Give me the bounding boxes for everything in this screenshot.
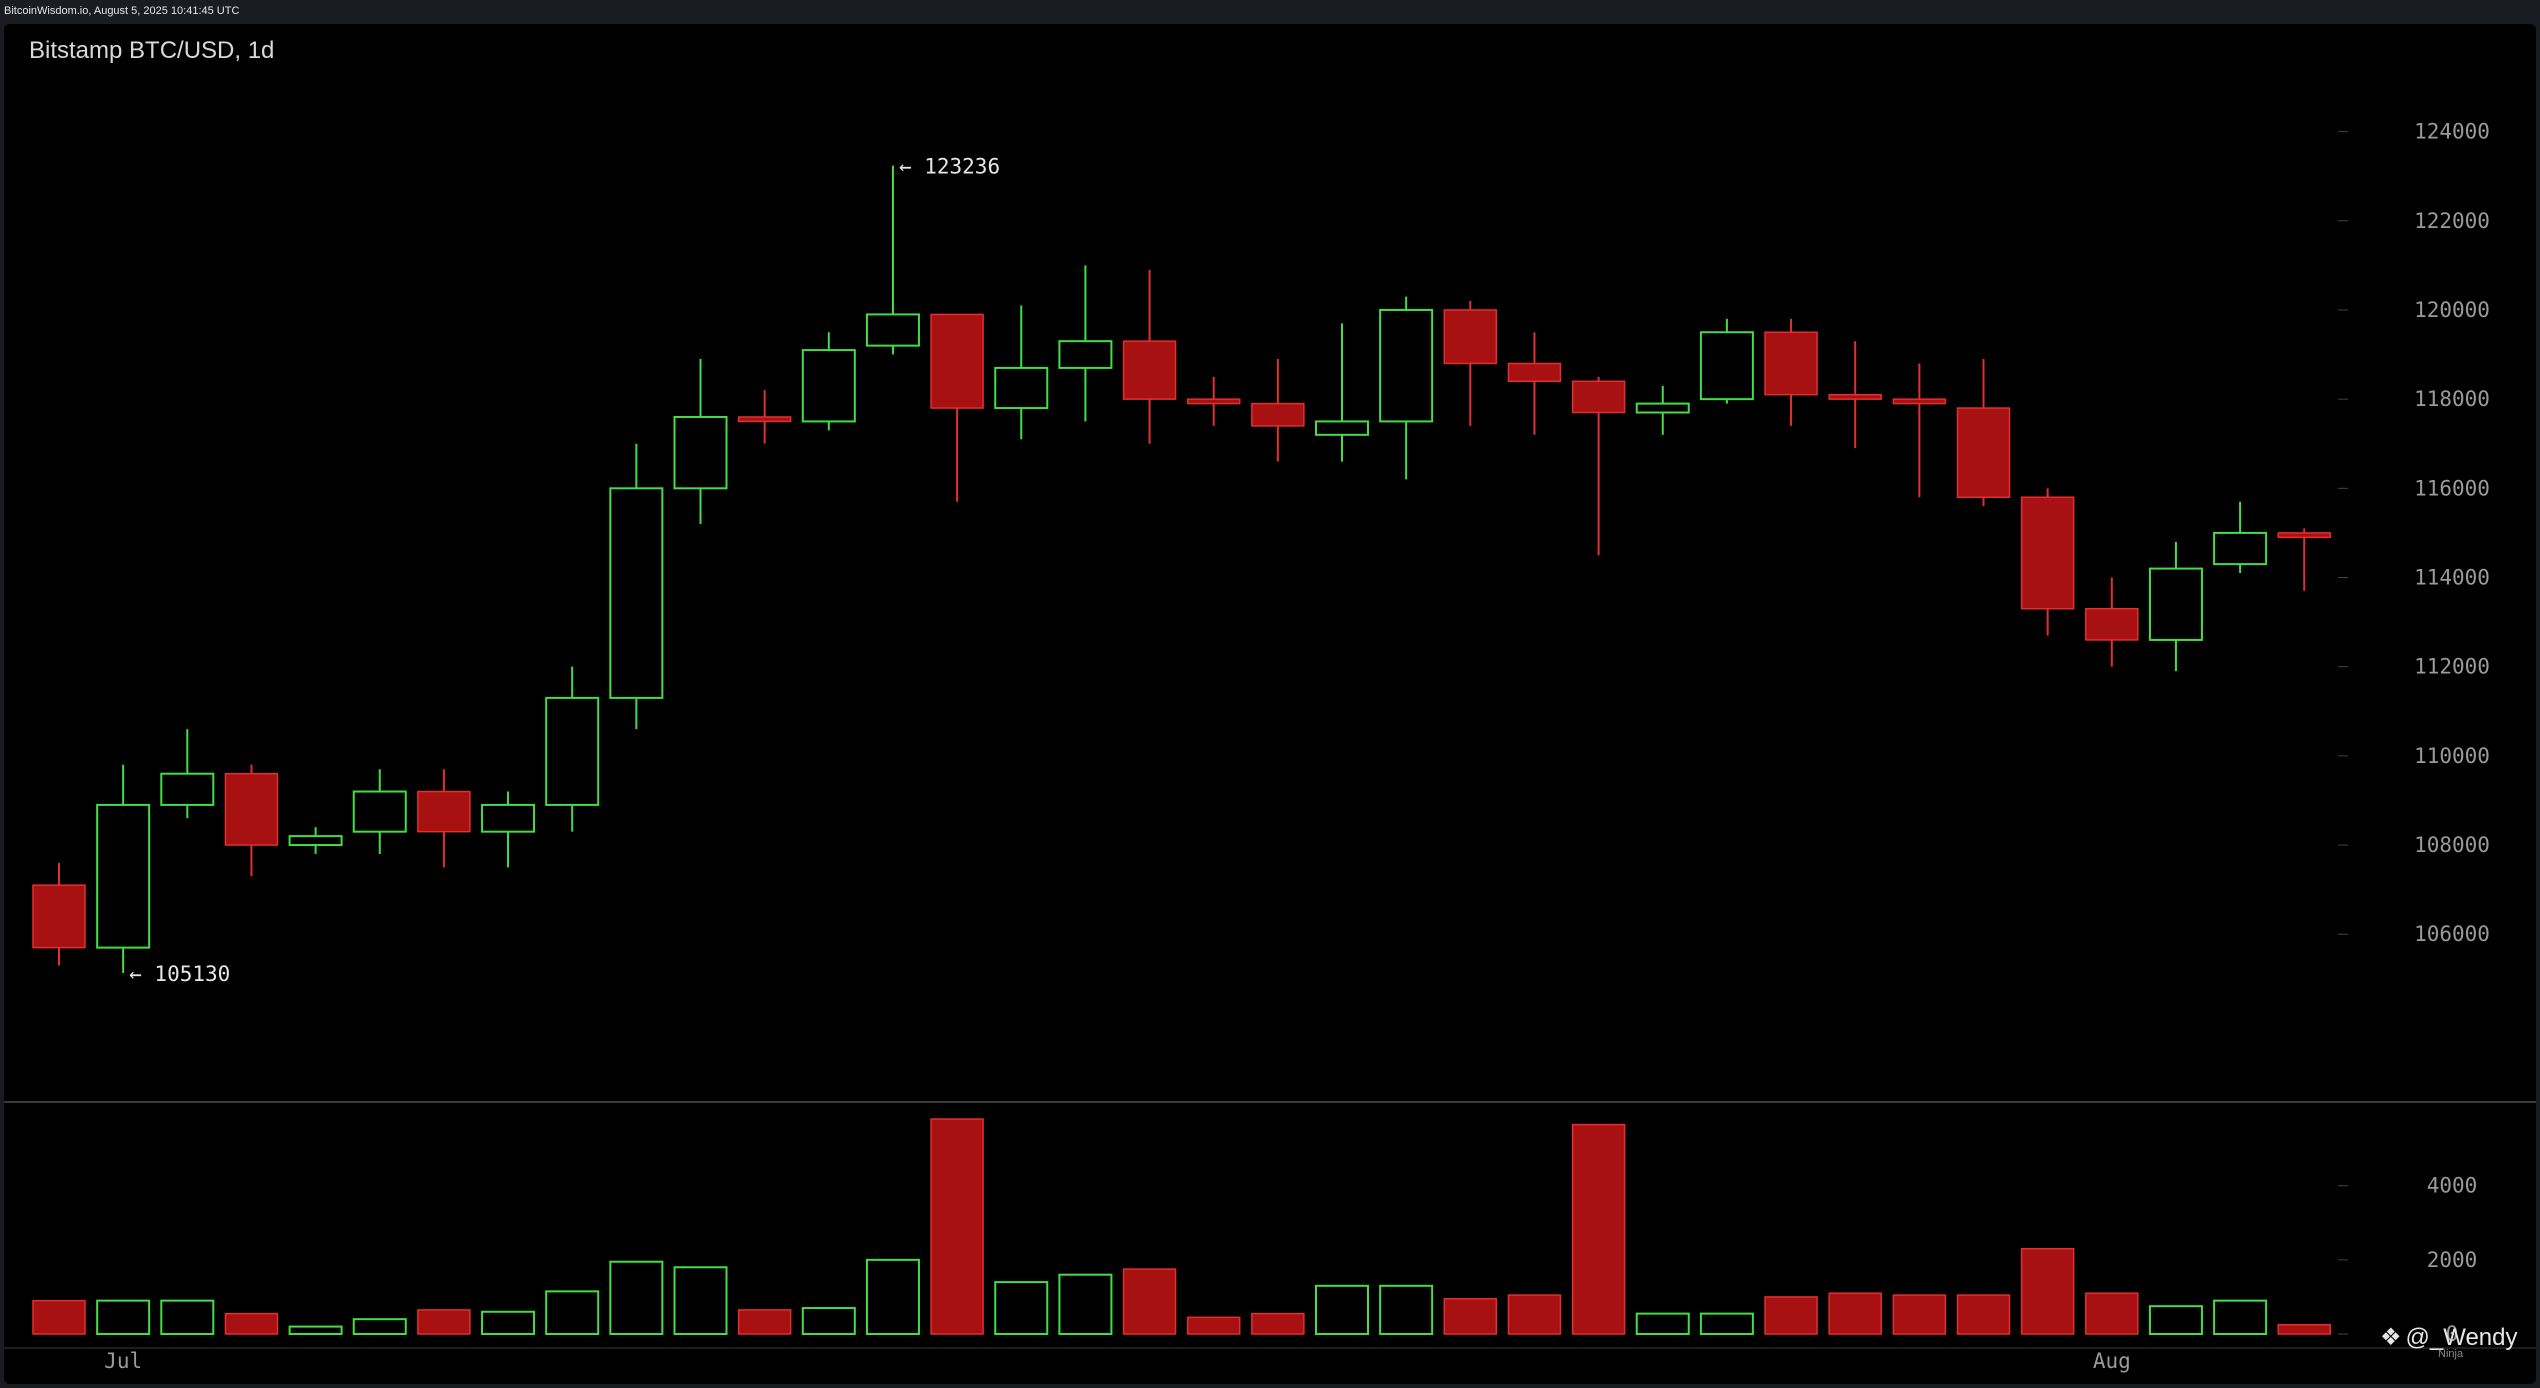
volume-bar-up xyxy=(609,1260,664,1336)
candle-body-up xyxy=(352,790,407,833)
candle-body-down xyxy=(1251,402,1305,427)
candle-body-up xyxy=(160,772,215,806)
candle-body-down xyxy=(2085,607,2139,641)
price-axis-label: 120000 xyxy=(2414,298,2490,322)
candle-body-down xyxy=(1892,398,1947,405)
volume-bar-down xyxy=(1892,1294,1947,1335)
candle-body-down xyxy=(1956,407,2011,498)
candle-body-down xyxy=(1828,393,1882,400)
candle-body-up xyxy=(1315,420,1369,436)
volume-bar-down xyxy=(417,1309,471,1335)
watermark-subtext: Ninja xyxy=(2438,1348,2464,1360)
candle-body-down xyxy=(32,884,86,949)
volume-bar-up xyxy=(865,1258,920,1335)
time-axis-label: Jul xyxy=(104,1349,142,1373)
price-annotation: ← 105130 xyxy=(129,962,230,986)
price-axis-label: 110000 xyxy=(2414,744,2490,768)
candle-body-up xyxy=(1058,340,1113,369)
candle-body-up xyxy=(673,415,728,490)
candle-body-down xyxy=(737,416,792,423)
chart-frame[interactable]: 106000 108000 110000 112000 114000 116000 1180… xyxy=(4,24,2536,1384)
volume-bar-down xyxy=(1956,1294,2011,1335)
time-axis-label: Aug xyxy=(2093,1349,2131,1373)
volume-bar-up xyxy=(545,1290,600,1336)
volume-axis-label: 0 xyxy=(2446,1322,2459,1346)
volume-bar-down xyxy=(1122,1268,1177,1335)
price-axis-label: 108000 xyxy=(2414,833,2490,857)
watermark-text: @_Wendy xyxy=(2405,1324,2518,1351)
volume-bar-up xyxy=(1635,1312,1690,1335)
candle-body-up xyxy=(288,835,343,847)
price-annotation: ← 123236 xyxy=(899,155,1000,179)
candle-body-up xyxy=(865,313,920,347)
candle-body-up xyxy=(96,803,151,949)
volume-bar-down xyxy=(1443,1298,1498,1335)
volume-bar-down xyxy=(1251,1312,1305,1335)
candle-body-down xyxy=(1122,340,1177,400)
candle-body-down xyxy=(224,772,279,846)
volume-bar-up xyxy=(2213,1299,2268,1336)
price-axis-label: 114000 xyxy=(2414,566,2490,590)
price-axis-label: 116000 xyxy=(2414,476,2490,500)
volume-bar-down xyxy=(2277,1323,2331,1335)
volume-bar-down xyxy=(1764,1296,1818,1335)
diamond-logo-icon: ❖ xyxy=(2380,1324,2402,1351)
candle-body-up xyxy=(994,366,1049,410)
candle-body-down xyxy=(1186,398,1241,405)
volume-bar-up xyxy=(352,1318,407,1335)
volume-bar-up xyxy=(994,1281,1049,1335)
volume-bar-up xyxy=(160,1299,215,1336)
volume-bar-up xyxy=(1699,1312,1754,1335)
volume-bar-up xyxy=(1315,1284,1369,1335)
volume-bar-down xyxy=(737,1309,792,1335)
candle-body-down xyxy=(417,790,471,833)
volume-bar-down xyxy=(1186,1316,1241,1335)
volume-bar-up xyxy=(673,1266,728,1336)
price-axis-label: 124000 xyxy=(2414,120,2490,144)
volume-bar-up xyxy=(2148,1305,2203,1335)
price-axis-label: 112000 xyxy=(2414,655,2490,679)
candle-body-up xyxy=(2213,531,2268,566)
volume-bar-down xyxy=(1828,1292,1882,1335)
candle-body-up xyxy=(481,803,536,833)
chart-canvas[interactable]: 106000 108000 110000 112000 114000 116000 1180… xyxy=(4,24,2536,1384)
volume-bar-down xyxy=(224,1312,279,1335)
volume-bar-down xyxy=(1507,1294,1562,1335)
volume-bar-up xyxy=(801,1307,856,1336)
chart-title: Bitstamp BTC/USD, 1d xyxy=(29,37,275,64)
volume-bar-up xyxy=(481,1310,536,1336)
volume-axis-label: 2000 xyxy=(2427,1248,2478,1272)
volume-axis-label: 4000 xyxy=(2427,1174,2478,1198)
volume-bar-down xyxy=(32,1299,86,1335)
price-axis-label: 118000 xyxy=(2414,387,2490,411)
volume-bar-down xyxy=(2085,1292,2139,1335)
candle-body-up xyxy=(1699,331,1754,401)
volume-bar-up xyxy=(96,1299,151,1336)
volume-bar-down xyxy=(930,1118,984,1335)
candle-body-up xyxy=(1379,308,1434,423)
volume-bar-up xyxy=(288,1325,343,1335)
candle-body-down xyxy=(2277,532,2331,539)
candle-body-up xyxy=(1635,402,1690,414)
price-axis-label: 106000 xyxy=(2414,922,2490,946)
candle-body-down xyxy=(930,313,984,409)
header-source-timestamp: BitcoinWisdom.io, August 5, 2025 10:41:4… xyxy=(4,5,240,17)
volume-bar-down xyxy=(1571,1123,1626,1335)
candle-body-down xyxy=(1443,309,1498,365)
candle-body-down xyxy=(1764,331,1818,396)
volume-bar-down xyxy=(2020,1247,2075,1335)
candle-body-down xyxy=(1507,362,1562,383)
watermark: ❖ @_Wendy xyxy=(2380,1323,2518,1352)
candle-body-down xyxy=(2020,496,2075,610)
volume-bar-up xyxy=(1379,1284,1434,1335)
candle-body-up xyxy=(801,349,856,423)
candle-body-down xyxy=(1571,380,1626,414)
candle-body-up xyxy=(609,487,664,699)
volume-bar-up xyxy=(1058,1273,1113,1336)
candle-body-up xyxy=(2148,567,2203,641)
header-bar: BitcoinWisdom.io, August 5, 2025 10:41:4… xyxy=(0,0,2540,24)
candle-body-up xyxy=(545,696,600,806)
price-axis-label: 122000 xyxy=(2414,209,2490,233)
